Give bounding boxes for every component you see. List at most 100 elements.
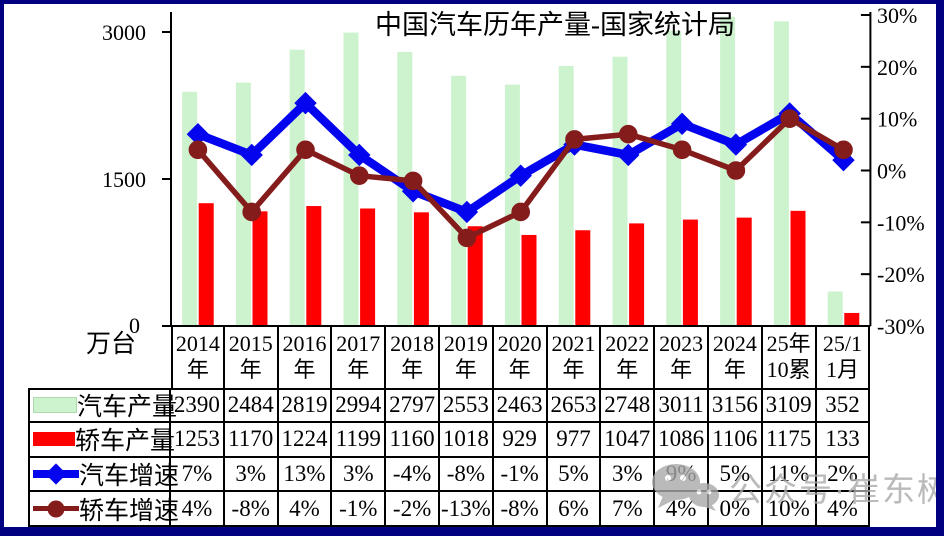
table-cell: -8% xyxy=(224,492,279,527)
sedan-growth-marker xyxy=(403,171,423,191)
table-cell: -1% xyxy=(332,492,387,527)
legend-label: 轿车产量 xyxy=(75,428,176,456)
year-header-cell: 2021 年 xyxy=(548,326,602,388)
table-cell: 0% xyxy=(708,492,763,527)
year-header-line: 2022 xyxy=(605,331,650,357)
bar-sedan xyxy=(306,206,322,326)
bar-auto xyxy=(827,291,843,326)
auto-growth-marker xyxy=(240,143,263,167)
year-header-line: 1月 xyxy=(825,357,859,382)
axis-labels: 3000 1500 0万台 30% 20% 10% 0% -10% -20% -30% xyxy=(86,3,925,358)
table-cell: 2748 xyxy=(601,388,656,423)
bar-sedan xyxy=(575,230,591,326)
sedan-growth-marker xyxy=(834,140,853,160)
year-header-cell: 2016 年 xyxy=(279,326,333,388)
bars-sedan-production xyxy=(198,203,860,326)
year-header-line: 年 xyxy=(401,357,424,382)
table-cell: 977 xyxy=(547,422,602,458)
axes xyxy=(162,12,872,327)
legend-label: 汽车产量 xyxy=(77,394,178,422)
sedan-growth-marker xyxy=(511,202,531,222)
table-cell: 1160 xyxy=(386,422,440,458)
auto-growth-marker xyxy=(670,112,694,136)
year-header-cell: 2020 年 xyxy=(494,326,548,388)
table-cell: 2463 xyxy=(493,388,548,423)
table-cell: 1170 xyxy=(224,422,279,458)
green-bar-swatch xyxy=(33,397,77,414)
sedan-growth-marker xyxy=(457,228,477,248)
table-cell: 4% xyxy=(816,492,871,527)
table-cell: -13% xyxy=(439,492,494,527)
year-header-cell: 2019 年 xyxy=(440,326,494,388)
year-header-line: 年 xyxy=(186,357,209,382)
table-cell: 3109 xyxy=(762,388,817,423)
year-header-cell: 2017 年 xyxy=(332,326,387,388)
table-cell: 2994 xyxy=(332,388,387,423)
year-header-line: 年 xyxy=(239,357,262,382)
table-cell: 11% xyxy=(762,457,817,493)
table-cell: 1199 xyxy=(332,422,387,458)
year-header-line: 10累 xyxy=(766,357,811,382)
left-tick-label: 0 xyxy=(129,313,140,338)
sedan-growth-marker xyxy=(188,140,208,160)
right-tick-label: -10% xyxy=(877,210,925,235)
year-header-cell: 2023 年 xyxy=(655,326,709,388)
bar-sedan xyxy=(252,211,268,326)
auto-growth-marker xyxy=(455,200,479,224)
right-tick-label: 30% xyxy=(877,3,917,28)
table-cell: 1253 xyxy=(171,422,225,458)
legend-label: 汽车增速 xyxy=(79,462,180,490)
red-bar-swatch xyxy=(33,432,75,447)
year-header-line: 年 xyxy=(454,357,477,382)
table-cell: 2484 xyxy=(224,388,279,423)
table-cell: 2% xyxy=(816,457,871,493)
table-cell: 2819 xyxy=(278,388,333,423)
left-axis-unit: 万台 xyxy=(86,330,136,358)
year-header-line: 年 xyxy=(347,357,370,382)
table-cell: 929 xyxy=(493,422,548,458)
auto-growth-marker xyxy=(348,143,371,167)
right-tick-label: 0% xyxy=(877,159,906,184)
year-header-cell: 25/1 1月 xyxy=(817,326,871,388)
chart-title: 中国汽车历年产量-国家统计局 xyxy=(375,10,735,40)
auto-growth-marker xyxy=(724,133,748,156)
table-cell: 2553 xyxy=(439,388,494,423)
table-cell: 10% xyxy=(762,492,817,527)
table-cell: 4% xyxy=(171,492,225,527)
year-header-line: 年 xyxy=(723,357,746,382)
table-cell: 4% xyxy=(278,492,333,527)
sedan-growth-marker xyxy=(242,202,261,222)
bar-sedan xyxy=(360,208,376,326)
year-header-cell: 2014 年 xyxy=(171,326,225,388)
table-cell: 3% xyxy=(224,457,279,493)
year-header-cell: 2018 年 xyxy=(386,326,440,388)
right-tick-label: 20% xyxy=(877,55,917,80)
year-header-line: 2021 xyxy=(551,331,596,357)
bar-auto xyxy=(558,66,574,327)
table-cell: 2653 xyxy=(547,388,602,423)
table-cell: 352 xyxy=(816,388,871,423)
bar-auto xyxy=(773,21,789,327)
bar-sedan xyxy=(844,312,860,326)
sedan-growth-marker xyxy=(672,140,692,160)
line-sedan-growth xyxy=(188,109,853,248)
bar-auto xyxy=(504,84,520,326)
table-cell: 1106 xyxy=(708,422,763,458)
data-table: 汽车产量 2390 2484 2819 2994 2797 2553 2463 2653 2748… xyxy=(28,388,871,527)
bar-sedan xyxy=(521,234,537,326)
legend-cell: 轿车产量 xyxy=(28,422,175,458)
sedan-growth-marker xyxy=(780,109,800,128)
table-cell: 9% xyxy=(655,457,709,493)
bar-sedan xyxy=(198,203,214,326)
left-tick-label: 1500 xyxy=(102,167,146,192)
bar-auto xyxy=(289,49,305,326)
year-header-line: 年 xyxy=(670,357,693,382)
bar-auto xyxy=(612,56,628,327)
legend-label: 轿车增速 xyxy=(79,497,180,525)
year-header-line: 2014 xyxy=(175,331,220,357)
table-cell: -8% xyxy=(439,457,494,493)
table-cell: -1% xyxy=(493,457,548,493)
legend-cell: 汽车产量 xyxy=(28,388,177,423)
year-header-row: 2014 年 2015 年 2016 年 2017 年 2018 年 2019 年 2020 年 2021 年… xyxy=(171,326,871,388)
